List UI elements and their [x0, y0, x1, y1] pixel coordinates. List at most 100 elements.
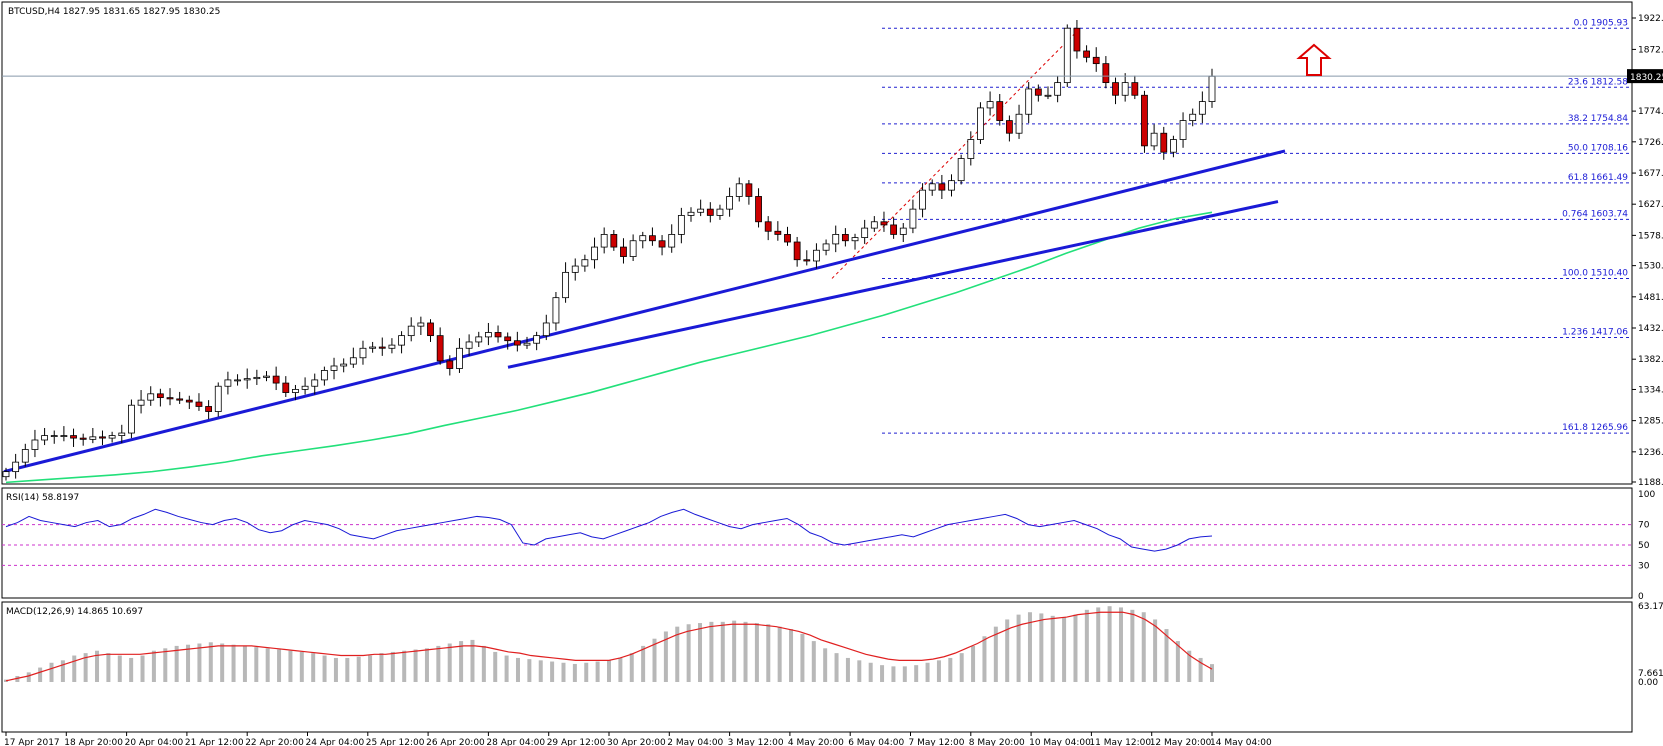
macd-bar — [220, 643, 225, 682]
candle — [79, 433, 87, 446]
candle — [687, 207, 695, 222]
macd-bar — [936, 660, 941, 682]
candle — [784, 226, 791, 246]
rsi-tick-label: 50 — [1638, 541, 1650, 551]
time-tick-label: 11 May 12:00 — [1089, 738, 1151, 746]
candle — [1198, 91, 1206, 124]
time-tick-label: 29 Apr 12:00 — [547, 738, 606, 746]
candle — [620, 238, 627, 264]
candle — [243, 368, 251, 389]
candle — [697, 199, 705, 217]
candle — [649, 227, 656, 246]
macd-bar — [629, 653, 634, 682]
time-tick-label: 28 Apr 04:00 — [486, 738, 545, 746]
time-tick-label: 22 Apr 20:00 — [245, 738, 304, 746]
candle — [456, 338, 463, 373]
candle — [542, 314, 550, 341]
retracement-line — [831, 27, 1081, 279]
rsi-label: RSI(14) 58.8197 — [6, 493, 79, 503]
candle — [398, 331, 405, 354]
macd-bar — [15, 675, 20, 682]
macd-bar — [698, 623, 703, 682]
macd-bar — [538, 660, 543, 682]
candle — [60, 426, 68, 442]
macd-bar — [265, 648, 270, 682]
macd-bar — [1027, 612, 1032, 682]
candle — [977, 102, 984, 144]
candle — [465, 334, 473, 356]
candle — [668, 224, 676, 253]
candle — [2, 467, 10, 481]
macd-bar — [470, 639, 475, 682]
rsi-tick-label: 30 — [1638, 561, 1650, 571]
macd-bar — [1050, 615, 1055, 682]
time-tick-label: 7 May 12:00 — [909, 738, 965, 746]
candle — [311, 373, 319, 395]
candle — [340, 358, 348, 373]
macd-bar — [561, 662, 566, 682]
macd-bar — [504, 655, 509, 682]
candle — [1112, 77, 1119, 105]
candle — [234, 374, 241, 386]
candle — [600, 227, 608, 254]
candle — [494, 325, 502, 343]
macd-bar — [1164, 629, 1169, 682]
candle — [89, 427, 97, 444]
macd-bar — [333, 657, 338, 682]
macd-label: MACD(12,26,9) 14.865 10.697 — [6, 607, 143, 617]
candle — [996, 93, 1004, 126]
symbol-header: BTCUSD,H4 1827.95 1831.65 1827.95 1830.2… — [8, 7, 220, 17]
macd-tick-label: 7.661 — [1638, 669, 1663, 679]
macd-bar — [1187, 650, 1192, 682]
candle — [948, 174, 955, 197]
fib-label: 38.2 1754.84 — [1568, 114, 1628, 124]
macd-bar — [481, 645, 486, 682]
candle — [272, 366, 280, 391]
candle — [176, 391, 184, 404]
price-tick-label: 1922.15 — [1638, 14, 1663, 24]
candle — [523, 336, 531, 349]
time-tick-label: 8 May 20:00 — [969, 738, 1025, 746]
candle — [1092, 47, 1100, 72]
candle — [1121, 73, 1129, 102]
candle — [706, 202, 714, 223]
candle — [716, 204, 724, 220]
candle — [861, 219, 869, 244]
candle — [813, 243, 820, 269]
candle — [70, 428, 77, 447]
candle — [417, 316, 425, 335]
candle — [475, 331, 483, 348]
time-tick-label: 21 Apr 12:00 — [185, 738, 244, 746]
candle — [957, 154, 965, 185]
candle — [205, 400, 213, 420]
candle — [12, 453, 20, 479]
macd-bar — [845, 657, 850, 682]
macd-bar — [151, 650, 156, 682]
macd-bar — [1130, 609, 1135, 682]
price-tick-label: 1382.75 — [1638, 355, 1663, 365]
price-tick-label: 1188.60 — [1638, 478, 1663, 488]
candle — [822, 239, 830, 256]
candle — [938, 174, 946, 200]
macd-bar — [117, 655, 122, 682]
candle — [658, 235, 666, 256]
macd-bar — [1096, 607, 1101, 682]
price-tick-label: 1774.95 — [1638, 107, 1663, 117]
macd-bar — [208, 642, 213, 682]
macd-bar — [447, 643, 452, 682]
macd-bar — [572, 663, 577, 682]
moving-average-line — [5, 211, 1213, 484]
candle — [166, 388, 174, 406]
macd-bar — [1141, 612, 1146, 682]
candle — [282, 376, 290, 397]
candle — [320, 366, 328, 386]
macd-bar — [379, 653, 384, 682]
candle — [1141, 90, 1148, 153]
candle — [1179, 112, 1187, 148]
macd-bar — [402, 650, 407, 682]
candle — [1102, 56, 1110, 89]
candle — [1083, 45, 1090, 63]
macd-bar — [424, 648, 429, 682]
macd-bar — [299, 651, 304, 682]
